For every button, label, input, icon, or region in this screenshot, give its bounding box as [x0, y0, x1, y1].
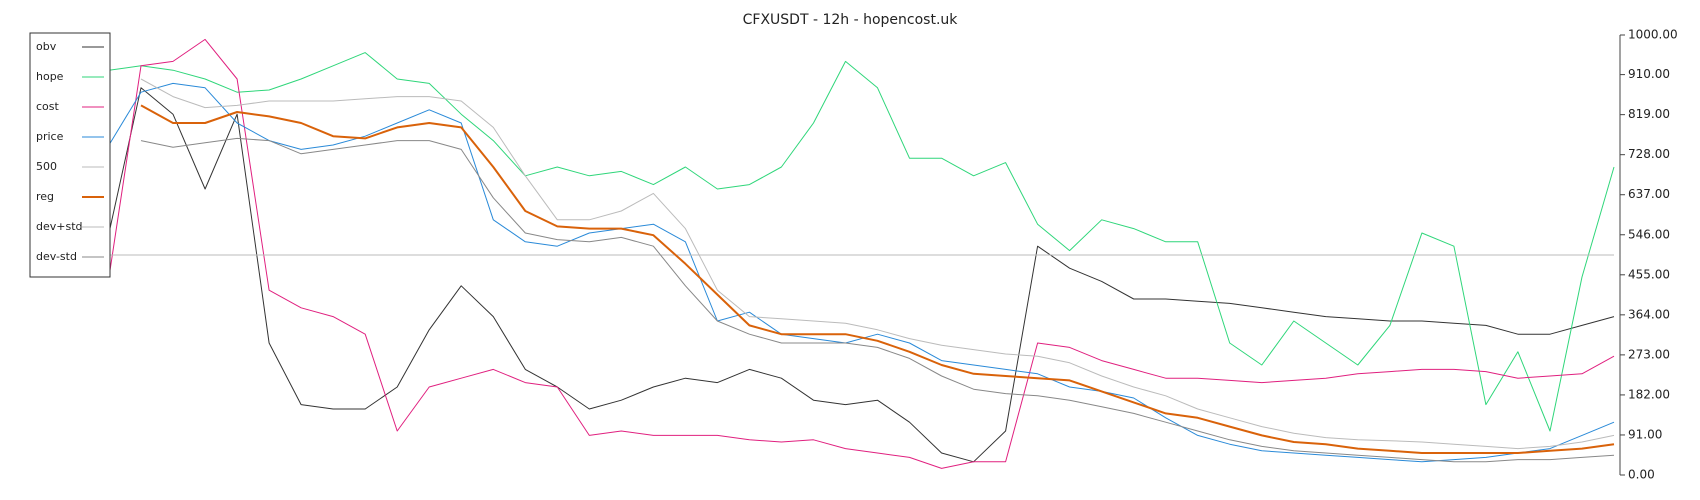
y-tick-label: 91.00 — [1628, 427, 1662, 441]
legend: obv hope cost price 500 reg dev+std dev-std — [29, 32, 111, 278]
legend-label: dev+std — [36, 220, 83, 233]
series-line — [140, 78, 1615, 450]
y-tick-label: 546.00 — [1628, 227, 1670, 241]
y-tick-label: 455.00 — [1628, 267, 1670, 281]
series-line — [108, 52, 1615, 432]
legend-box — [29, 32, 111, 278]
y-tick-label: 910.00 — [1628, 67, 1670, 81]
legend-label: price — [36, 130, 64, 143]
y-tick-label: 819.00 — [1628, 107, 1670, 121]
legend-label: cost — [36, 100, 60, 113]
series-line — [108, 87, 1615, 463]
series-line — [140, 137, 1615, 463]
legend-label: 500 — [36, 160, 57, 173]
y-tick-label: 182.00 — [1628, 387, 1670, 401]
y-tick-label: 1000.00 — [1628, 28, 1678, 42]
y-tick-label: 0.00 — [1628, 468, 1655, 482]
y-tick-label: 728.00 — [1628, 147, 1670, 161]
legend-label: dev-std — [36, 250, 77, 263]
y-tick-label: 364.00 — [1628, 307, 1670, 321]
legend-label: hope — [36, 70, 64, 83]
series-line — [140, 104, 1615, 454]
legend-label: reg — [36, 190, 54, 203]
chart-title: CFXUSDT - 12h - hopencost.uk — [743, 12, 959, 28]
series-line — [108, 38, 1615, 469]
legend-label: obv — [36, 40, 57, 53]
y-tick-label: 273.00 — [1628, 347, 1670, 361]
y-tick-label: 637.00 — [1628, 187, 1670, 201]
